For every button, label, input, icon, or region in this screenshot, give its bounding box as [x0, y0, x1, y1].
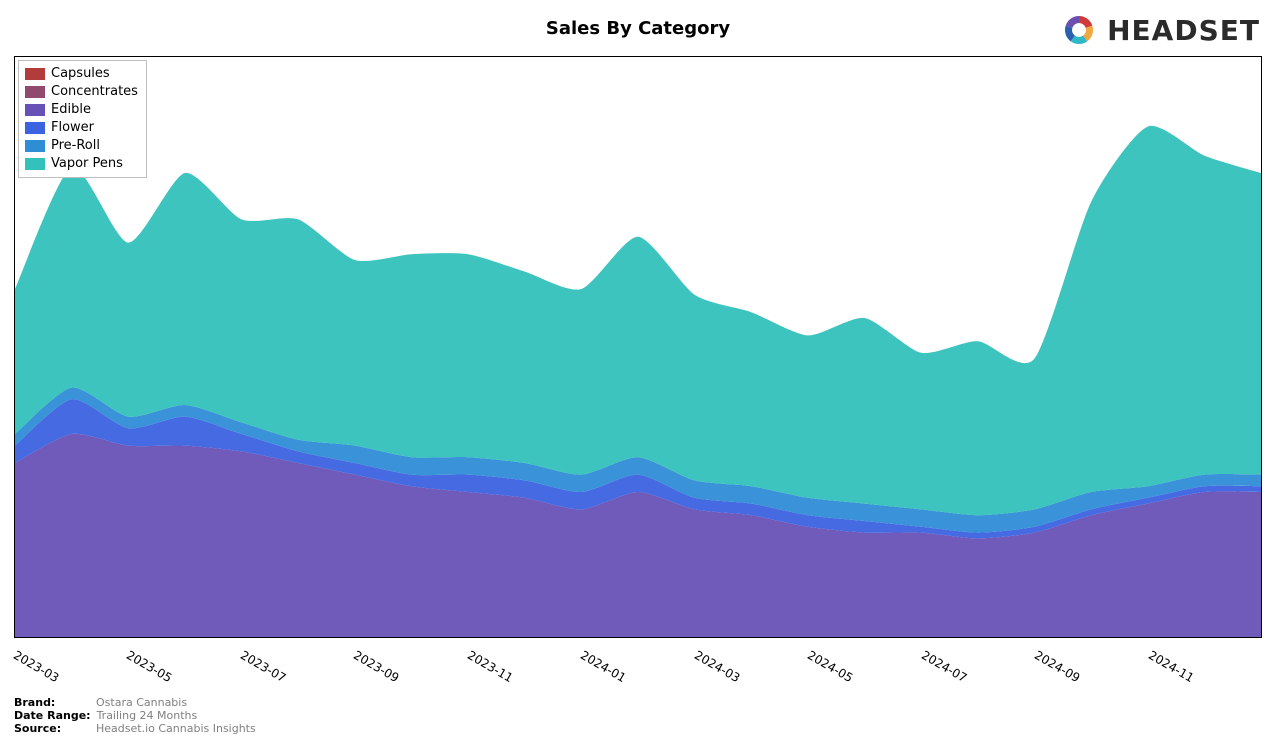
x-tick-label: 2023-05	[124, 648, 174, 685]
footer-date-range-label: Date Range:	[14, 709, 91, 722]
area-chart	[15, 57, 1261, 637]
legend-swatch	[25, 104, 45, 116]
x-tick-label: 2024-11	[1146, 648, 1196, 685]
x-tick-label: 2023-07	[238, 648, 288, 685]
legend-item: Pre-Roll	[25, 137, 138, 155]
footer-source-label: Source:	[14, 722, 90, 735]
x-tick-label: 2023-03	[11, 648, 61, 685]
legend-item: Capsules	[25, 65, 138, 83]
x-tick-label: 2023-11	[465, 648, 515, 685]
legend-item: Vapor Pens	[25, 155, 138, 173]
legend-label: Capsules	[51, 65, 110, 83]
brand-logo: HEADSET	[1059, 10, 1260, 50]
x-axis-ticks: 2023-03 2023-05 2023-07 2023-09 2023-11 2024-…	[14, 640, 1262, 690]
legend-swatch	[25, 68, 45, 80]
chart-legend: CapsulesConcentratesEdibleFlowerPre-Roll…	[18, 60, 147, 178]
legend-swatch	[25, 122, 45, 134]
legend-item: Concentrates	[25, 83, 138, 101]
x-tick-label: 2024-01	[578, 648, 628, 685]
footer-brand-label: Brand:	[14, 696, 90, 709]
footer-source-value: Headset.io Cannabis Insights	[96, 722, 256, 735]
x-tick-label: 2024-05	[805, 648, 855, 685]
headset-logo-icon	[1059, 10, 1099, 50]
legend-swatch	[25, 158, 45, 170]
legend-item: Edible	[25, 101, 138, 119]
footer-date-range-value: Trailing 24 Months	[97, 709, 198, 722]
x-tick-label: 2024-09	[1032, 648, 1082, 685]
x-tick-label: 2023-09	[351, 648, 401, 685]
page-root: Sales By Category HEADSET CapsulesConcen…	[0, 0, 1276, 745]
legend-item: Flower	[25, 119, 138, 137]
legend-label: Edible	[51, 101, 91, 119]
x-tick-label: 2024-07	[919, 648, 969, 685]
legend-swatch	[25, 140, 45, 152]
brand-logo-text: HEADSET	[1107, 14, 1260, 47]
chart-plot-area	[14, 56, 1262, 638]
legend-label: Vapor Pens	[51, 155, 123, 173]
legend-label: Flower	[51, 119, 94, 137]
chart-footer: Brand: Ostara Cannabis Date Range: Trail…	[14, 696, 256, 735]
legend-label: Pre-Roll	[51, 137, 100, 155]
x-tick-label: 2024-03	[692, 648, 742, 685]
legend-swatch	[25, 86, 45, 98]
footer-brand-value: Ostara Cannabis	[96, 696, 187, 709]
legend-label: Concentrates	[51, 83, 138, 101]
